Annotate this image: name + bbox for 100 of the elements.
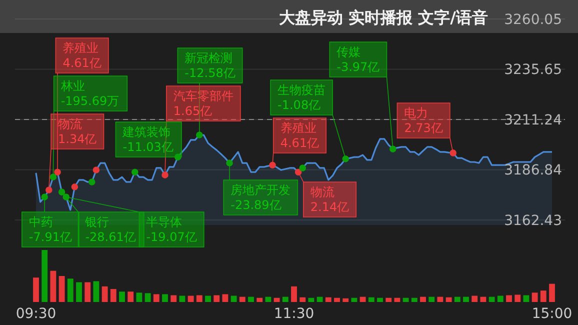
point — [46, 186, 52, 194]
bar — [497, 296, 504, 302]
bar — [351, 298, 358, 302]
point — [196, 132, 203, 138]
annotation: 新冠检测 -12.58亿 — [184, 51, 236, 80]
annotation: 生物疫苗 -1.08亿 — [278, 83, 326, 112]
bar — [402, 298, 409, 302]
bar — [437, 296, 444, 302]
y-tick-label: 3162.43 — [504, 213, 562, 229]
point — [71, 184, 78, 190]
point — [41, 194, 48, 200]
bar — [84, 282, 91, 302]
bar — [256, 298, 263, 302]
bar — [33, 278, 39, 302]
point — [58, 188, 66, 196]
point — [50, 174, 57, 180]
point — [88, 178, 96, 186]
bar — [540, 290, 546, 302]
bar — [196, 295, 202, 302]
bar — [386, 298, 392, 302]
point — [299, 164, 306, 172]
point — [162, 172, 168, 178]
bar — [205, 296, 211, 302]
bar — [463, 296, 469, 302]
bar — [265, 296, 272, 302]
bar — [394, 298, 400, 302]
point — [390, 146, 396, 152]
annotation: 物流 1.34亿 — [58, 117, 97, 146]
x-tick-label: 15:00 — [532, 306, 572, 322]
point — [132, 168, 138, 176]
x-tick-label: 09:30 — [16, 306, 56, 322]
bar — [342, 298, 349, 302]
point — [294, 168, 302, 176]
x-tick-label: 11:30 — [274, 306, 314, 322]
bar — [300, 297, 306, 302]
annotation: 林业 -195.69万 — [60, 79, 120, 108]
bar — [110, 289, 116, 302]
bar — [446, 297, 452, 302]
bar — [153, 294, 160, 302]
point — [450, 150, 456, 156]
bar — [214, 295, 220, 302]
bar — [102, 286, 108, 302]
annotation: 中药 -7.91亿 — [28, 215, 72, 244]
bar — [136, 292, 142, 302]
bar — [523, 295, 530, 302]
bar — [360, 296, 366, 302]
bar — [480, 296, 486, 302]
bar — [334, 298, 340, 302]
chart-title: 大盘异动 实时播报 文字/语音 — [279, 8, 488, 27]
bar — [162, 294, 168, 302]
bar — [506, 295, 512, 302]
y-tick-label: 3211.24 — [504, 112, 562, 128]
y-tick-label: 3260.05 — [504, 12, 562, 28]
bar — [411, 298, 418, 302]
bar — [308, 298, 314, 302]
bar — [230, 296, 237, 302]
bar — [50, 270, 56, 302]
point — [54, 168, 61, 176]
bar — [472, 296, 478, 302]
y-tick-label: 3186.84 — [504, 162, 562, 179]
bar — [428, 296, 435, 302]
annotation: 物流 2.14亿 — [310, 185, 350, 214]
bar — [188, 296, 194, 302]
bar — [93, 281, 100, 302]
annotation: 房地产开发 -23.89亿 — [230, 183, 291, 212]
point — [62, 194, 70, 200]
bar — [58, 276, 65, 302]
bar — [222, 294, 228, 302]
bar — [291, 286, 297, 302]
bar — [325, 297, 332, 302]
bar — [119, 292, 125, 302]
bar — [179, 296, 186, 302]
point — [174, 154, 182, 160]
point — [269, 162, 276, 168]
bar — [67, 278, 74, 302]
bar — [420, 296, 426, 302]
bar — [274, 298, 280, 302]
annotation: 传媒 -3.97亿 — [336, 45, 380, 74]
point — [226, 160, 233, 166]
bar — [377, 298, 383, 302]
annotation: 半导体 -19.07亿 — [146, 215, 197, 244]
bar — [42, 250, 48, 302]
bar — [316, 296, 323, 302]
point — [92, 166, 100, 174]
annotation: 养殖业 4.61亿 — [62, 41, 102, 70]
annotation: 汽车零部件 1.65亿 — [173, 89, 234, 118]
bar — [282, 296, 288, 302]
bar — [514, 294, 521, 302]
bar — [170, 295, 177, 302]
bar — [128, 292, 134, 302]
bar — [532, 292, 538, 302]
annotation: 电力 2.73亿 — [404, 106, 443, 135]
y-tick-label: 3235.65 — [504, 62, 562, 78]
annotation: 银行 -28.61亿 — [84, 215, 136, 244]
bar — [368, 297, 374, 302]
bar — [144, 293, 151, 302]
bar — [454, 296, 460, 302]
annotation: 养殖业 4.61亿 — [280, 121, 320, 150]
bar — [488, 296, 495, 302]
bar — [248, 296, 254, 302]
